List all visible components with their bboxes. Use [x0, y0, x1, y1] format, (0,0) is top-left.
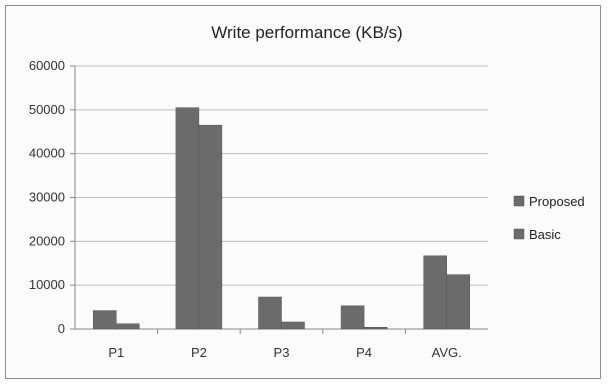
bar-basic-avg	[446, 274, 470, 330]
legend-label-basic: Basic	[529, 227, 561, 242]
x-tick-label: P2	[191, 345, 207, 360]
y-tick-label: 20000	[29, 233, 65, 248]
bars	[93, 107, 470, 330]
legend-swatch-proposed	[513, 195, 525, 207]
bar-proposed-p2	[175, 107, 200, 330]
legend-swatch-basic	[513, 228, 525, 240]
y-tick-label: 30000	[29, 190, 65, 205]
bar-basic-p3	[281, 321, 305, 330]
bar-proposed-p1	[93, 310, 117, 330]
x-tick-label: P1	[108, 345, 124, 360]
legend-label-proposed: Proposed	[529, 194, 585, 209]
bar-proposed-avg	[423, 255, 447, 330]
y-tick-label: 40000	[29, 146, 65, 161]
bar-basic-p1	[116, 323, 140, 330]
x-tick-label: AVG.	[432, 345, 462, 360]
y-tick-label: 50000	[29, 102, 65, 117]
y-tick-label: 10000	[29, 277, 65, 292]
chart-title: Write performance (KB/s)	[211, 23, 402, 42]
bar-proposed-p3	[258, 296, 282, 330]
x-tick-label: P3	[274, 345, 290, 360]
bar-basic-p4	[363, 326, 388, 330]
y-axis: 0 10000 20000 30000 40000 50000 60000	[29, 58, 488, 336]
legend: Proposed Basic	[513, 194, 585, 242]
gridlines	[75, 65, 488, 286]
y-tick-label: 60000	[29, 58, 65, 73]
x-axis: P1 P2 P3 P4 AVG.	[108, 329, 462, 360]
x-tick-label: P4	[356, 345, 372, 360]
bar-basic-p2	[198, 124, 223, 330]
y-tick-label: 0	[58, 321, 65, 336]
bar-proposed-p4	[340, 305, 365, 330]
